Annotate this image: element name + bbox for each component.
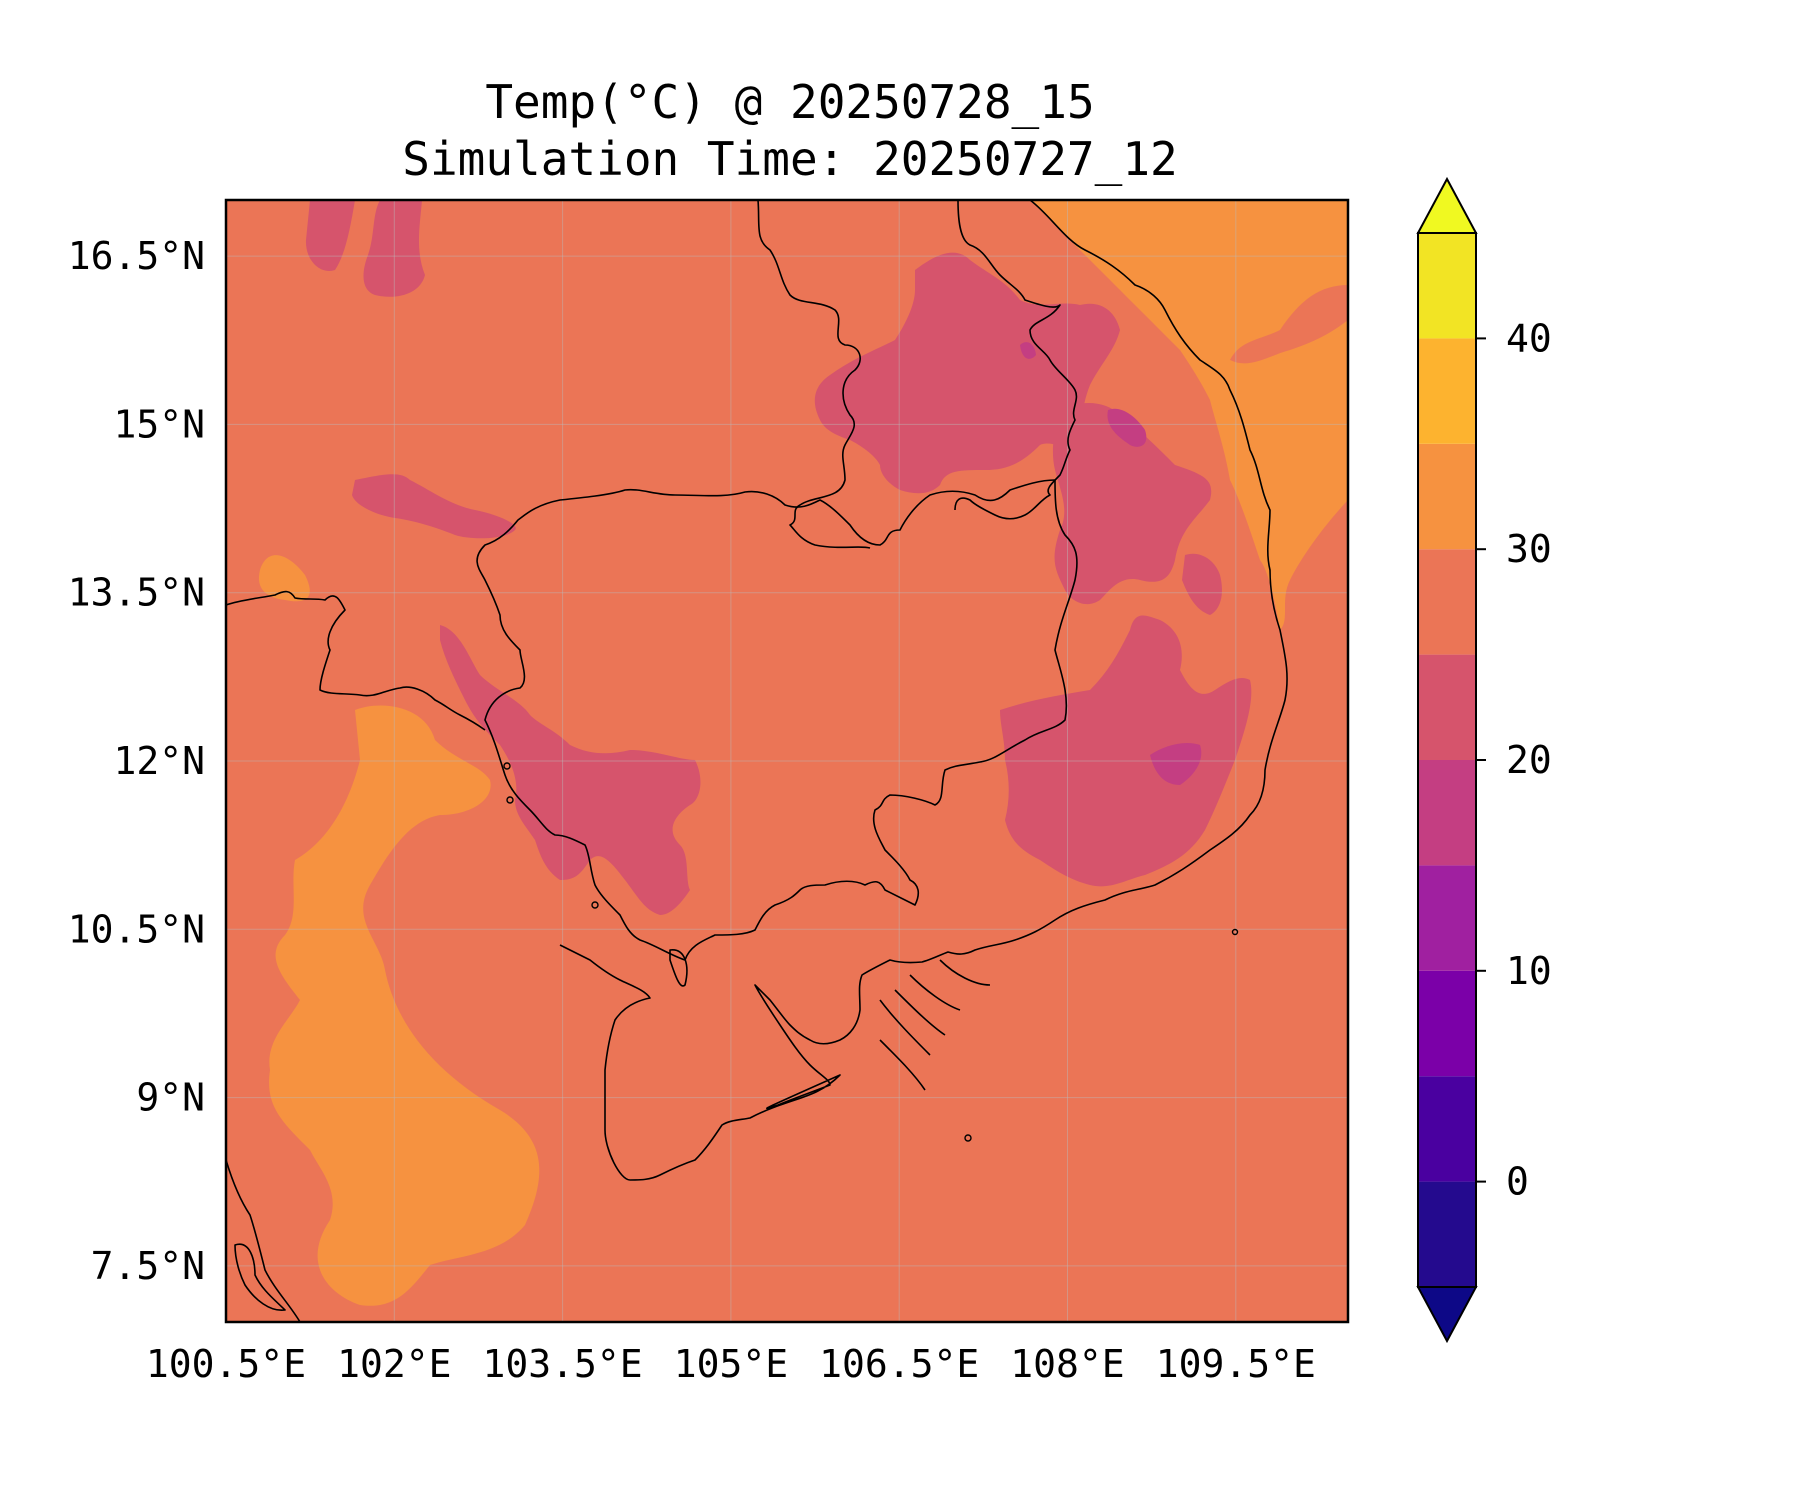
colorbar-segment (1418, 654, 1476, 760)
x-tick-label: 105°E (674, 1342, 788, 1386)
colorbar-segment (1418, 1181, 1476, 1287)
cold-spot-3 (1020, 342, 1036, 359)
colorbar-tick-label: 20 (1506, 738, 1552, 782)
colorbar-tick-label: 10 (1506, 949, 1552, 993)
y-tick-label: 12°N (113, 739, 205, 783)
coastal-sea-warm-region (1030, 200, 1348, 630)
mekong-delta-channels (879, 959, 991, 1091)
colorbar-over-triangle (1416, 176, 1478, 234)
contour-30-35 (258, 200, 1348, 1306)
vietnam-coastline (559, 200, 1288, 1181)
gridlines (226, 200, 1348, 1322)
x-tick-label: 102°E (337, 1342, 451, 1386)
cool-region-north-1 (305, 200, 355, 271)
colorbar-tick-label: 0 (1506, 1160, 1529, 1204)
colorbar-tick-label: 40 (1506, 316, 1552, 360)
x-tick-label: 100.5°E (146, 1342, 306, 1386)
y-tick-label: 13.5°N (68, 571, 205, 615)
colorbar-segment (1418, 970, 1476, 1077)
y-axis: 16.5°N 15°N 13.5°N 12°N 10.5°N 9°N 7.5°N (68, 234, 205, 1288)
colorbar-segment (1418, 233, 1476, 339)
laos-vietnam-border (757, 200, 1078, 549)
cold-spot-2 (1150, 743, 1202, 785)
x-tick-label: 108°E (1010, 1342, 1124, 1386)
kohrong-island (669, 949, 688, 987)
colorbar: 0 10 20 30 40 (1416, 176, 1552, 1344)
y-tick-label: 16.5°N (68, 234, 205, 278)
y-tick-label: 7.5°N (91, 1244, 205, 1288)
cool-region-southern-highlands (1000, 615, 1252, 887)
thailand-gulf-coast (226, 1159, 301, 1322)
gulf-warm-region (269, 705, 540, 1306)
small-islands (503, 762, 1239, 1142)
colorbar-segment (1418, 865, 1476, 971)
cool-region-cardamom (440, 625, 701, 915)
contour-20-25 (305, 200, 1252, 915)
cold-spot-1 (1107, 408, 1147, 447)
borders-coastlines (226, 200, 1288, 1322)
map-panel (226, 200, 1348, 1322)
y-tick-label: 9°N (136, 1076, 205, 1120)
gulf-warm-small (258, 555, 310, 602)
colorbar-segment (1418, 760, 1476, 866)
title-line-2: Simulation Time: 20250727_12 (402, 132, 1177, 186)
y-tick-label: 15°N (113, 402, 205, 446)
colorbar-segment (1418, 549, 1476, 655)
cool-region-north-2 (363, 200, 425, 297)
y-tick-label: 10.5°N (68, 907, 205, 951)
colorbar-segment (1418, 338, 1476, 444)
title-line-1: Temp(°C) @ 20250728_15 (485, 75, 1094, 129)
colorbar-under-triangle (1416, 1286, 1478, 1344)
colorbar-segment (1418, 443, 1476, 550)
thai-islands (234, 1243, 286, 1311)
cool-region-central-highlands-north (814, 252, 1120, 494)
cool-region-coastal-east (1182, 553, 1222, 615)
x-tick-label: 109.5°E (1156, 1342, 1316, 1386)
x-axis: 100.5°E 102°E 103.5°E 105°E 106.5°E 108°E 109.… (146, 1342, 1316, 1386)
thailand-laos-border (226, 590, 486, 731)
x-tick-label: 106.5°E (819, 1342, 979, 1386)
colorbar-tick-label: 30 (1506, 527, 1552, 571)
colorbar-segment (1418, 1076, 1476, 1182)
cool-region-central-highlands-south (1052, 403, 1212, 605)
cool-region-northwest (352, 474, 516, 539)
x-tick-label: 103.5°E (483, 1342, 643, 1386)
map-frame (224, 198, 1350, 1324)
contour-15-20 (1020, 342, 1202, 785)
